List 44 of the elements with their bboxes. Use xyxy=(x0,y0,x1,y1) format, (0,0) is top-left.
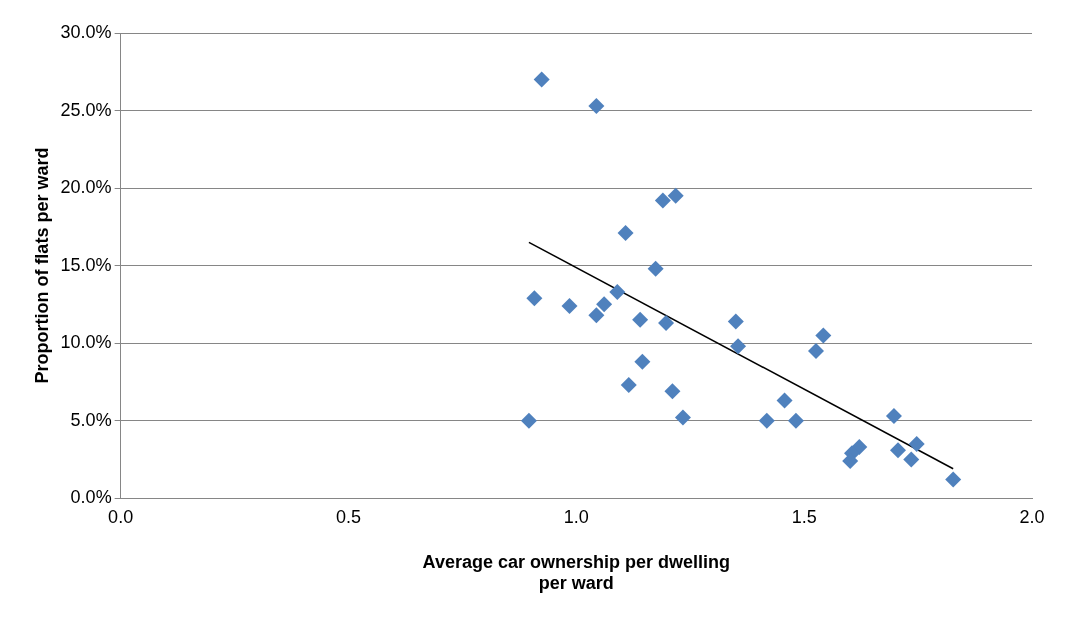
x-axis-title: Average car ownership per dwelling per ward xyxy=(422,551,731,594)
point xyxy=(654,192,671,209)
y-tick-label: 5.0% xyxy=(70,409,112,430)
y-tick-label: 15.0% xyxy=(60,254,112,275)
point xyxy=(617,225,634,242)
point xyxy=(664,383,681,400)
point xyxy=(727,313,744,330)
point xyxy=(561,297,578,314)
point xyxy=(667,187,684,204)
point xyxy=(520,412,537,429)
point xyxy=(658,314,675,331)
point xyxy=(776,392,793,409)
point xyxy=(609,283,626,300)
x-tick-label: 0.5 xyxy=(335,506,361,527)
x-tick-label: 2.0 xyxy=(1019,506,1045,527)
y-tick-label: 0.0% xyxy=(70,487,112,508)
point xyxy=(620,377,637,393)
point xyxy=(596,296,613,313)
point xyxy=(632,311,649,328)
y-tick-label: 30.0% xyxy=(60,21,112,42)
point xyxy=(808,342,825,359)
point xyxy=(945,471,962,488)
y-tick-label: 20.0% xyxy=(60,177,112,198)
y-axis-title: Proportion of flats per ward xyxy=(31,147,52,384)
point xyxy=(908,435,925,452)
point xyxy=(815,327,832,344)
point xyxy=(885,408,902,425)
y-tick-label: 25.0% xyxy=(60,99,112,120)
point xyxy=(903,451,920,468)
point xyxy=(647,260,664,277)
y-tick-label: 10.0% xyxy=(60,332,112,353)
x-tick-label: 1.0 xyxy=(563,506,589,527)
point xyxy=(730,338,747,355)
x-tick-label: 0.0 xyxy=(108,506,134,527)
point xyxy=(533,71,550,88)
x-tick-label: 1.5 xyxy=(791,506,817,527)
point xyxy=(588,307,605,324)
point xyxy=(588,97,605,114)
point xyxy=(634,353,651,370)
point xyxy=(674,409,691,426)
point xyxy=(787,412,804,429)
point xyxy=(758,412,775,429)
point xyxy=(526,290,543,307)
point xyxy=(890,442,907,459)
